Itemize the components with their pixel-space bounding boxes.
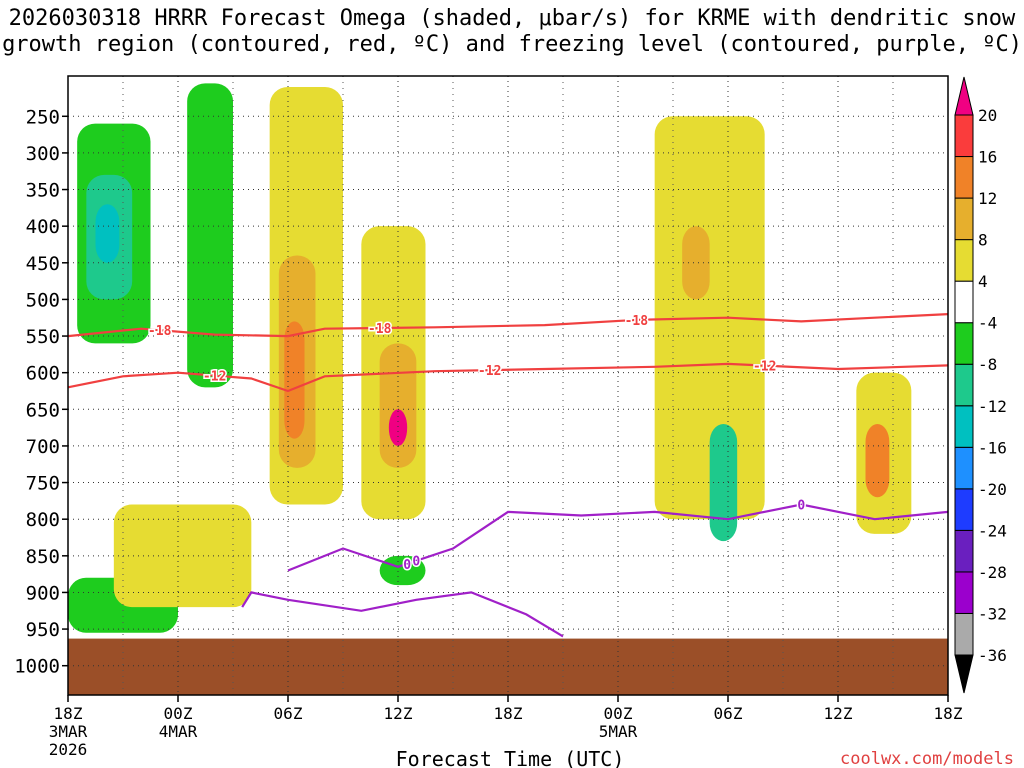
contour-label-0-1: -18 [368, 322, 392, 337]
y-tick-label-800: 800 [26, 509, 60, 531]
colorbar-band-9 [954, 239, 974, 282]
y-tick-label-900: 900 [26, 582, 60, 604]
contour-lines: -18 -18-18-12 -12 -120 00 [67, 312, 949, 638]
colorbar-label-1: -32 [978, 604, 1007, 623]
contour-label-1-2: -12 [753, 360, 776, 375]
colorbar-band-3 [954, 488, 974, 531]
omega-cell-9 [379, 343, 417, 468]
omega-cell-16 [113, 504, 252, 608]
x-tick-label-18: 12Z [384, 704, 413, 723]
colorbar-label-8: -4 [978, 314, 997, 333]
y-tick-label-750: 750 [26, 473, 60, 495]
y-tick-label-300: 300 [26, 143, 60, 165]
omega-cell-10 [388, 409, 408, 446]
omega-cell-3 [95, 204, 120, 263]
x-tick-label-0: 18Z [54, 704, 83, 723]
colorbar-label-7: -8 [978, 355, 997, 374]
credit-text: coolwx.com/models [840, 749, 1014, 768]
y-tick-label-450: 450 [26, 253, 60, 275]
colorbar-label-13: 20 [978, 106, 997, 125]
y-tick-label-500: 500 [26, 289, 60, 311]
contour-label-1-0: -12 [203, 370, 226, 385]
x-tick-label-48: 18Z [934, 704, 963, 723]
y-tick-label-350: 350 [26, 180, 60, 202]
y-tick-label-850: 850 [26, 546, 60, 568]
y-tick-label-600: 600 [26, 363, 60, 385]
colorbar-band-11 [954, 156, 974, 199]
x-axis-label: Forecast Time (UTC) [396, 747, 625, 768]
colorbar-label-9: 4 [978, 272, 988, 291]
colorbar-band-7 [954, 322, 974, 365]
contour-3 [241, 591, 564, 638]
y-tick-label-700: 700 [26, 436, 60, 458]
colorbar-label-2: -28 [978, 563, 1007, 582]
omega-cell-15 [865, 423, 890, 498]
x-tick-label-24: 18Z [494, 704, 523, 723]
y-tick-label-650: 650 [26, 399, 60, 421]
colorbar-band-2 [954, 529, 974, 573]
colorbar-band-5 [954, 405, 974, 448]
colorbar-label-5: -16 [978, 438, 1007, 457]
contour-label-2-2: 0 [797, 499, 805, 514]
x-tick-label-12: 06Z [274, 704, 303, 723]
x-tick-date-0: 3MAR [49, 722, 88, 741]
contour-label-0-2: -18 [625, 314, 649, 329]
colorbar-top-arrow [954, 76, 974, 116]
contour-label-0-0: -18 [148, 324, 172, 339]
colorbar-bottom-arrow [954, 654, 974, 694]
x-tick-date-30: 5MAR [599, 722, 638, 741]
y-tick-label-400: 400 [26, 216, 60, 238]
y-tick-label-950: 950 [26, 619, 60, 641]
x-tick-label-30: 00Z [604, 704, 633, 723]
x-tick-date-6: 4MAR [159, 722, 198, 741]
colorbar-band-12 [954, 114, 974, 158]
y-tick-label-550: 550 [26, 326, 60, 348]
x-tick-label-6: 00Z [164, 704, 193, 723]
colorbar-label-0: -36 [978, 646, 1007, 665]
omega-cell-7 [284, 321, 305, 439]
chart-title-line-1: 2026030318 HRRR Forecast Omega (shaded, … [8, 6, 1016, 31]
colorbar-band-4 [954, 446, 974, 490]
omega-shading [68, 83, 912, 633]
colorbar-label-3: -24 [978, 521, 1007, 540]
x-tick-label-42: 12Z [824, 704, 853, 723]
contour-0 [67, 313, 949, 338]
colorbar-label-4: -20 [978, 480, 1007, 499]
colorbar-label-12: 16 [978, 148, 997, 167]
x-tick-year-0: 2026 [49, 740, 88, 759]
omega-cell-12 [682, 226, 710, 300]
chart-title-line-2: growth region (contoured, red, ºC) and f… [2, 32, 1022, 57]
colorbar-band-8 [954, 280, 974, 324]
colorbar-band-0 [954, 612, 974, 656]
colorbar-label-10: 8 [978, 231, 988, 250]
omega-cell-1 [187, 83, 233, 388]
colorbar: -36 -32 -28 -24 -20 -16 -12 -8 -4 4 8 12 16 20 [954, 76, 1007, 694]
colorbar-band-10 [954, 197, 974, 241]
colorbar-band-6 [954, 363, 974, 407]
axes: 250 300 350 400 450 500 550 600 650 700 750 800 850 9… [14, 75, 963, 759]
y-tick-label-250: 250 [26, 106, 60, 128]
contour-label-2-1: 0 [412, 555, 420, 570]
x-tick-label-36: 06Z [714, 704, 743, 723]
contour-label-2-0: 0 [403, 558, 411, 573]
contour-1 [67, 362, 949, 393]
colorbar-band-1 [954, 571, 974, 614]
colorbar-label-6: -12 [978, 397, 1007, 416]
contour-2 [287, 503, 949, 572]
contour-label-1-1: -12 [478, 364, 501, 379]
omega-cell-17 [379, 555, 426, 586]
y-tick-label-1000: 1000 [14, 656, 60, 678]
colorbar-label-11: 12 [978, 189, 997, 208]
